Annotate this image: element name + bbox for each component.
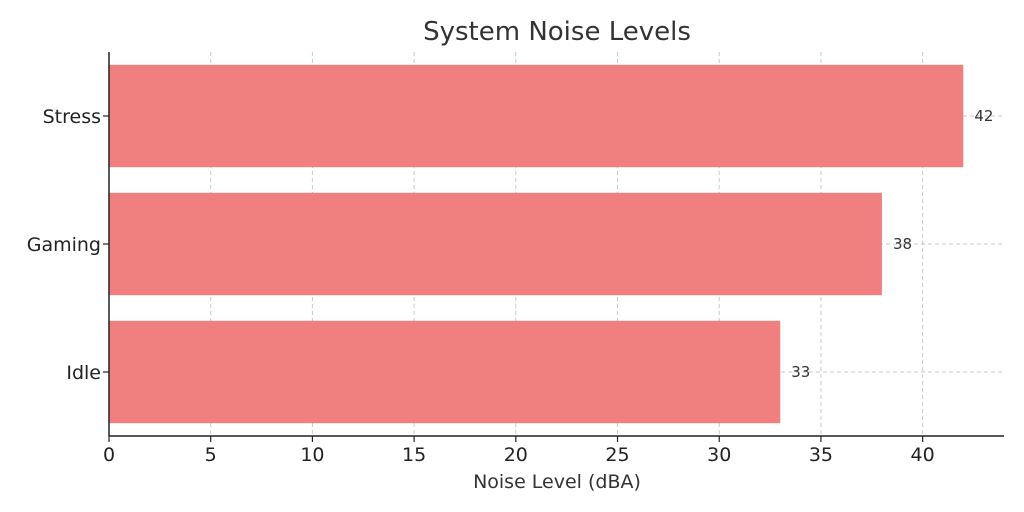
category-label-idle: Idle <box>66 362 101 384</box>
bar-idle <box>109 320 781 424</box>
category-label-gaming: Gaming <box>27 234 101 256</box>
labels: 0 5 10 15 20 25 30 35 40 Idle Gaming Stress 33 38 42 <box>27 106 994 466</box>
axes <box>103 52 1004 442</box>
x-tick-label: 20 <box>504 444 528 466</box>
value-label-stress: 42 <box>974 107 993 125</box>
x-tick-label: 40 <box>911 444 935 466</box>
x-tick-label: 0 <box>103 444 115 466</box>
x-tick-label: 5 <box>205 444 217 466</box>
bars <box>109 64 964 424</box>
x-tick-label: 35 <box>809 444 833 466</box>
bar-gaming <box>109 192 882 296</box>
category-label-stress: Stress <box>43 106 101 128</box>
bar-stress <box>109 64 964 168</box>
x-tick-label: 30 <box>707 444 731 466</box>
chart-title: System Noise Levels <box>423 17 691 47</box>
x-tick-label: 25 <box>605 444 629 466</box>
x-axis-title: Noise Level (dBA) <box>473 471 641 493</box>
x-tick-label: 15 <box>402 444 426 466</box>
value-label-idle: 33 <box>791 363 810 381</box>
x-tick-label: 10 <box>300 444 324 466</box>
value-label-gaming: 38 <box>893 235 912 253</box>
